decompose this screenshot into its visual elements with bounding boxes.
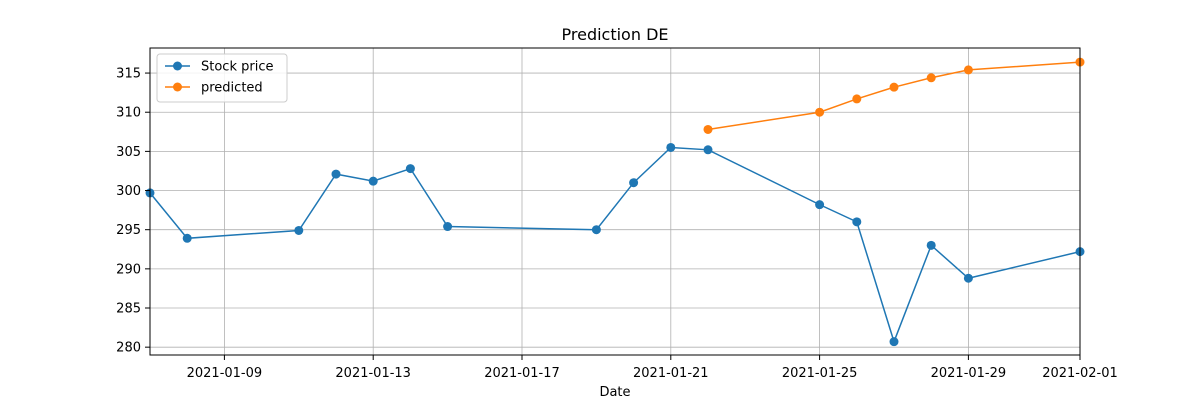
y-tick-label: 310 — [116, 106, 141, 121]
data-point — [405, 164, 415, 174]
y-tick-label: 300 — [116, 184, 141, 199]
legend-label: Stock price — [201, 60, 273, 75]
data-point — [852, 94, 862, 104]
x-tick-label: 2021-01-13 — [335, 366, 411, 381]
series-line-0 — [149, 146, 1081, 344]
data-point — [889, 337, 899, 347]
x-tick-label: 2021-01-21 — [633, 366, 709, 381]
series-lines — [145, 57, 1085, 347]
data-point — [703, 145, 713, 155]
data-point — [294, 225, 304, 235]
chart-title: Prediction DE — [562, 25, 669, 44]
data-point — [666, 142, 676, 152]
data-point — [331, 169, 341, 179]
data-point — [963, 65, 973, 75]
x-tick-label: 2021-01-17 — [484, 366, 560, 381]
x-tick-label: 2021-01-25 — [782, 366, 858, 381]
data-point — [703, 124, 713, 134]
legend-swatch-marker — [173, 61, 182, 71]
data-point — [889, 82, 899, 92]
data-point — [591, 225, 601, 235]
legend-label: predicted — [201, 81, 263, 96]
x-axis-title: Date — [599, 385, 630, 400]
series-line-1 — [707, 61, 1081, 131]
data-point — [368, 176, 378, 186]
x-tick-label: 2021-02-01 — [1042, 366, 1118, 381]
data-point — [443, 222, 453, 232]
x-tick-label: 2021-01-29 — [931, 366, 1007, 381]
y-tick-label: 295 — [116, 223, 141, 238]
data-point — [963, 273, 973, 283]
data-point — [182, 233, 192, 243]
y-tick-label: 315 — [116, 67, 141, 82]
grid — [150, 48, 1081, 355]
data-point — [629, 178, 639, 188]
legend: Stock price predicted — [156, 53, 288, 103]
y-tick-label: 290 — [116, 262, 141, 277]
data-point — [815, 200, 825, 210]
plot-frame — [149, 47, 1081, 356]
y-tick-label: 280 — [116, 341, 141, 356]
data-point — [926, 240, 936, 250]
legend-swatch-marker — [173, 82, 182, 92]
y-tick-label: 285 — [116, 302, 141, 317]
data-point — [926, 73, 936, 83]
y-tick-label: 305 — [116, 145, 141, 160]
data-point — [852, 217, 862, 227]
x-tick-label: 2021-01-09 — [187, 366, 263, 381]
data-point — [815, 107, 825, 117]
axes: 2021-01-09 2021-01-13 2021-01-17 2021-01-21… — [116, 47, 1118, 381]
